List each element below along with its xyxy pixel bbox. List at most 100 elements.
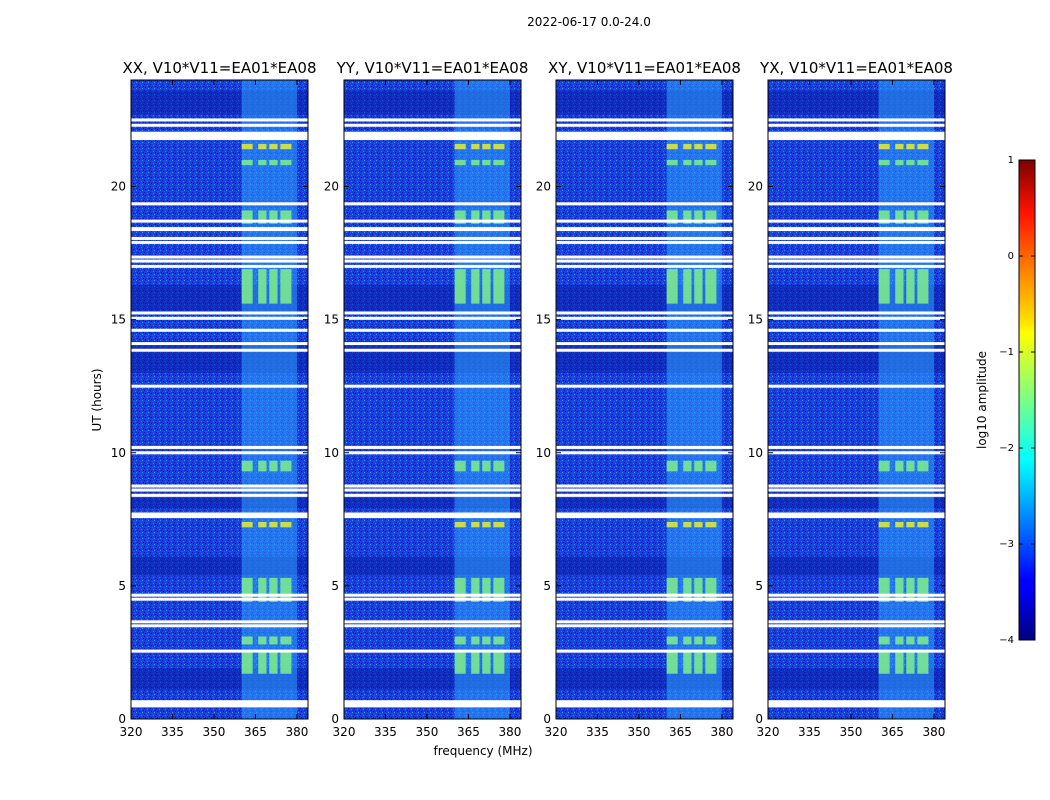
flagged-row bbox=[344, 328, 521, 332]
rfi-burst bbox=[280, 143, 292, 150]
flagged-row bbox=[344, 236, 521, 240]
x-tick-label: 335 bbox=[161, 725, 184, 739]
rfi-burst bbox=[280, 577, 292, 602]
flagged-row bbox=[344, 484, 521, 488]
flagged-row bbox=[131, 384, 308, 388]
rfi-burst bbox=[258, 649, 267, 674]
flagged-row bbox=[768, 123, 945, 127]
flagged-row bbox=[768, 488, 945, 492]
rfi-burst bbox=[917, 521, 929, 528]
rfi-burst bbox=[482, 521, 491, 528]
rfi-burst bbox=[471, 210, 480, 224]
rfi-burst bbox=[241, 521, 253, 528]
rfi-burst bbox=[269, 577, 278, 602]
rfi-burst bbox=[493, 577, 505, 602]
x-tick-label: 365 bbox=[244, 725, 267, 739]
rfi-burst bbox=[683, 577, 692, 602]
flagged-row bbox=[556, 488, 733, 492]
rfi-band bbox=[454, 80, 510, 719]
rfi-burst bbox=[454, 143, 466, 150]
rfi-burst bbox=[694, 577, 703, 602]
rfi-burst bbox=[482, 269, 491, 304]
y-tick-label: 5 bbox=[118, 579, 126, 593]
flagged-row bbox=[556, 701, 733, 708]
rfi-burst bbox=[683, 159, 692, 166]
rfi-burst bbox=[493, 521, 505, 528]
rfi-burst bbox=[895, 521, 904, 528]
rfi-burst bbox=[906, 460, 915, 472]
flagged-row bbox=[344, 384, 521, 388]
flagged-row bbox=[131, 259, 308, 263]
flagged-row bbox=[344, 624, 521, 628]
x-tick-label: 350 bbox=[628, 725, 651, 739]
colorbar-ticks: 1 0 −1 −2 −3 −4 bbox=[999, 155, 1035, 646]
flagged-row bbox=[556, 202, 733, 206]
rfi-burst bbox=[694, 521, 703, 528]
rfi-burst bbox=[241, 143, 253, 150]
panel-xy: XY, V10*V11=EA01*EA08 320 335 350 365 380 0 5 10… bbox=[536, 59, 741, 739]
flagged-row bbox=[768, 328, 945, 332]
rfi-burst bbox=[269, 649, 278, 674]
panel-title: XX, V10*V11=EA01*EA08 bbox=[122, 59, 316, 77]
rfi-burst bbox=[666, 649, 678, 674]
flagged-row bbox=[131, 328, 308, 332]
flagged-row bbox=[131, 488, 308, 492]
rfi-band bbox=[666, 80, 722, 719]
flagged-row bbox=[556, 132, 733, 139]
rfi-burst bbox=[705, 269, 717, 304]
rfi-burst bbox=[683, 143, 692, 150]
x-tick-label: 365 bbox=[457, 725, 480, 739]
rfi-burst bbox=[454, 269, 466, 304]
rfi-burst bbox=[917, 143, 929, 150]
rfi-burst bbox=[895, 649, 904, 674]
x-tick-label: 320 bbox=[333, 725, 356, 739]
rfi-burst bbox=[705, 521, 717, 528]
flagged-row bbox=[131, 316, 308, 320]
rfi-burst bbox=[895, 143, 904, 150]
flagged-row bbox=[344, 255, 521, 259]
rfi-burst bbox=[683, 521, 692, 528]
flagged-row bbox=[131, 240, 308, 244]
x-tick-label: 350 bbox=[840, 725, 863, 739]
rfi-burst bbox=[694, 460, 703, 472]
flagged-row bbox=[768, 597, 945, 601]
flagged-row bbox=[344, 316, 521, 320]
rfi-burst bbox=[482, 460, 491, 472]
flagged-row bbox=[768, 624, 945, 628]
flagged-row bbox=[131, 348, 308, 352]
y-tick-label: 5 bbox=[543, 579, 551, 593]
flagged-row bbox=[344, 123, 521, 127]
flagged-row bbox=[131, 236, 308, 240]
rfi-burst bbox=[269, 143, 278, 150]
rfi-burst bbox=[878, 269, 890, 304]
flagged-row bbox=[344, 118, 521, 122]
rfi-burst bbox=[482, 143, 491, 150]
y-tick-label: 20 bbox=[324, 180, 339, 194]
rfi-burst bbox=[269, 521, 278, 528]
rfi-burst bbox=[258, 577, 267, 602]
flagged-row bbox=[131, 311, 308, 315]
rfi-burst bbox=[241, 636, 253, 645]
flagged-row bbox=[768, 384, 945, 388]
flagged-row bbox=[556, 384, 733, 388]
rfi-burst bbox=[666, 460, 678, 472]
rfi-burst bbox=[683, 210, 692, 224]
rfi-burst bbox=[269, 636, 278, 645]
plot-frame bbox=[555, 79, 734, 720]
rfi-burst bbox=[878, 521, 890, 528]
y-tick-label: 0 bbox=[755, 712, 763, 726]
rfi-burst bbox=[493, 159, 505, 166]
rfi-burst bbox=[906, 159, 915, 166]
flagged-row bbox=[344, 311, 521, 315]
x-tick-label: 365 bbox=[881, 725, 904, 739]
rfi-burst bbox=[917, 269, 929, 304]
flagged-row bbox=[344, 219, 521, 223]
rfi-burst bbox=[878, 210, 890, 224]
rfi-burst bbox=[482, 159, 491, 166]
y-tick-label: 15 bbox=[324, 313, 339, 327]
rfi-burst bbox=[493, 636, 505, 645]
y-tick-label: 20 bbox=[748, 180, 763, 194]
plot-frame bbox=[767, 79, 946, 720]
rfi-burst bbox=[280, 159, 292, 166]
